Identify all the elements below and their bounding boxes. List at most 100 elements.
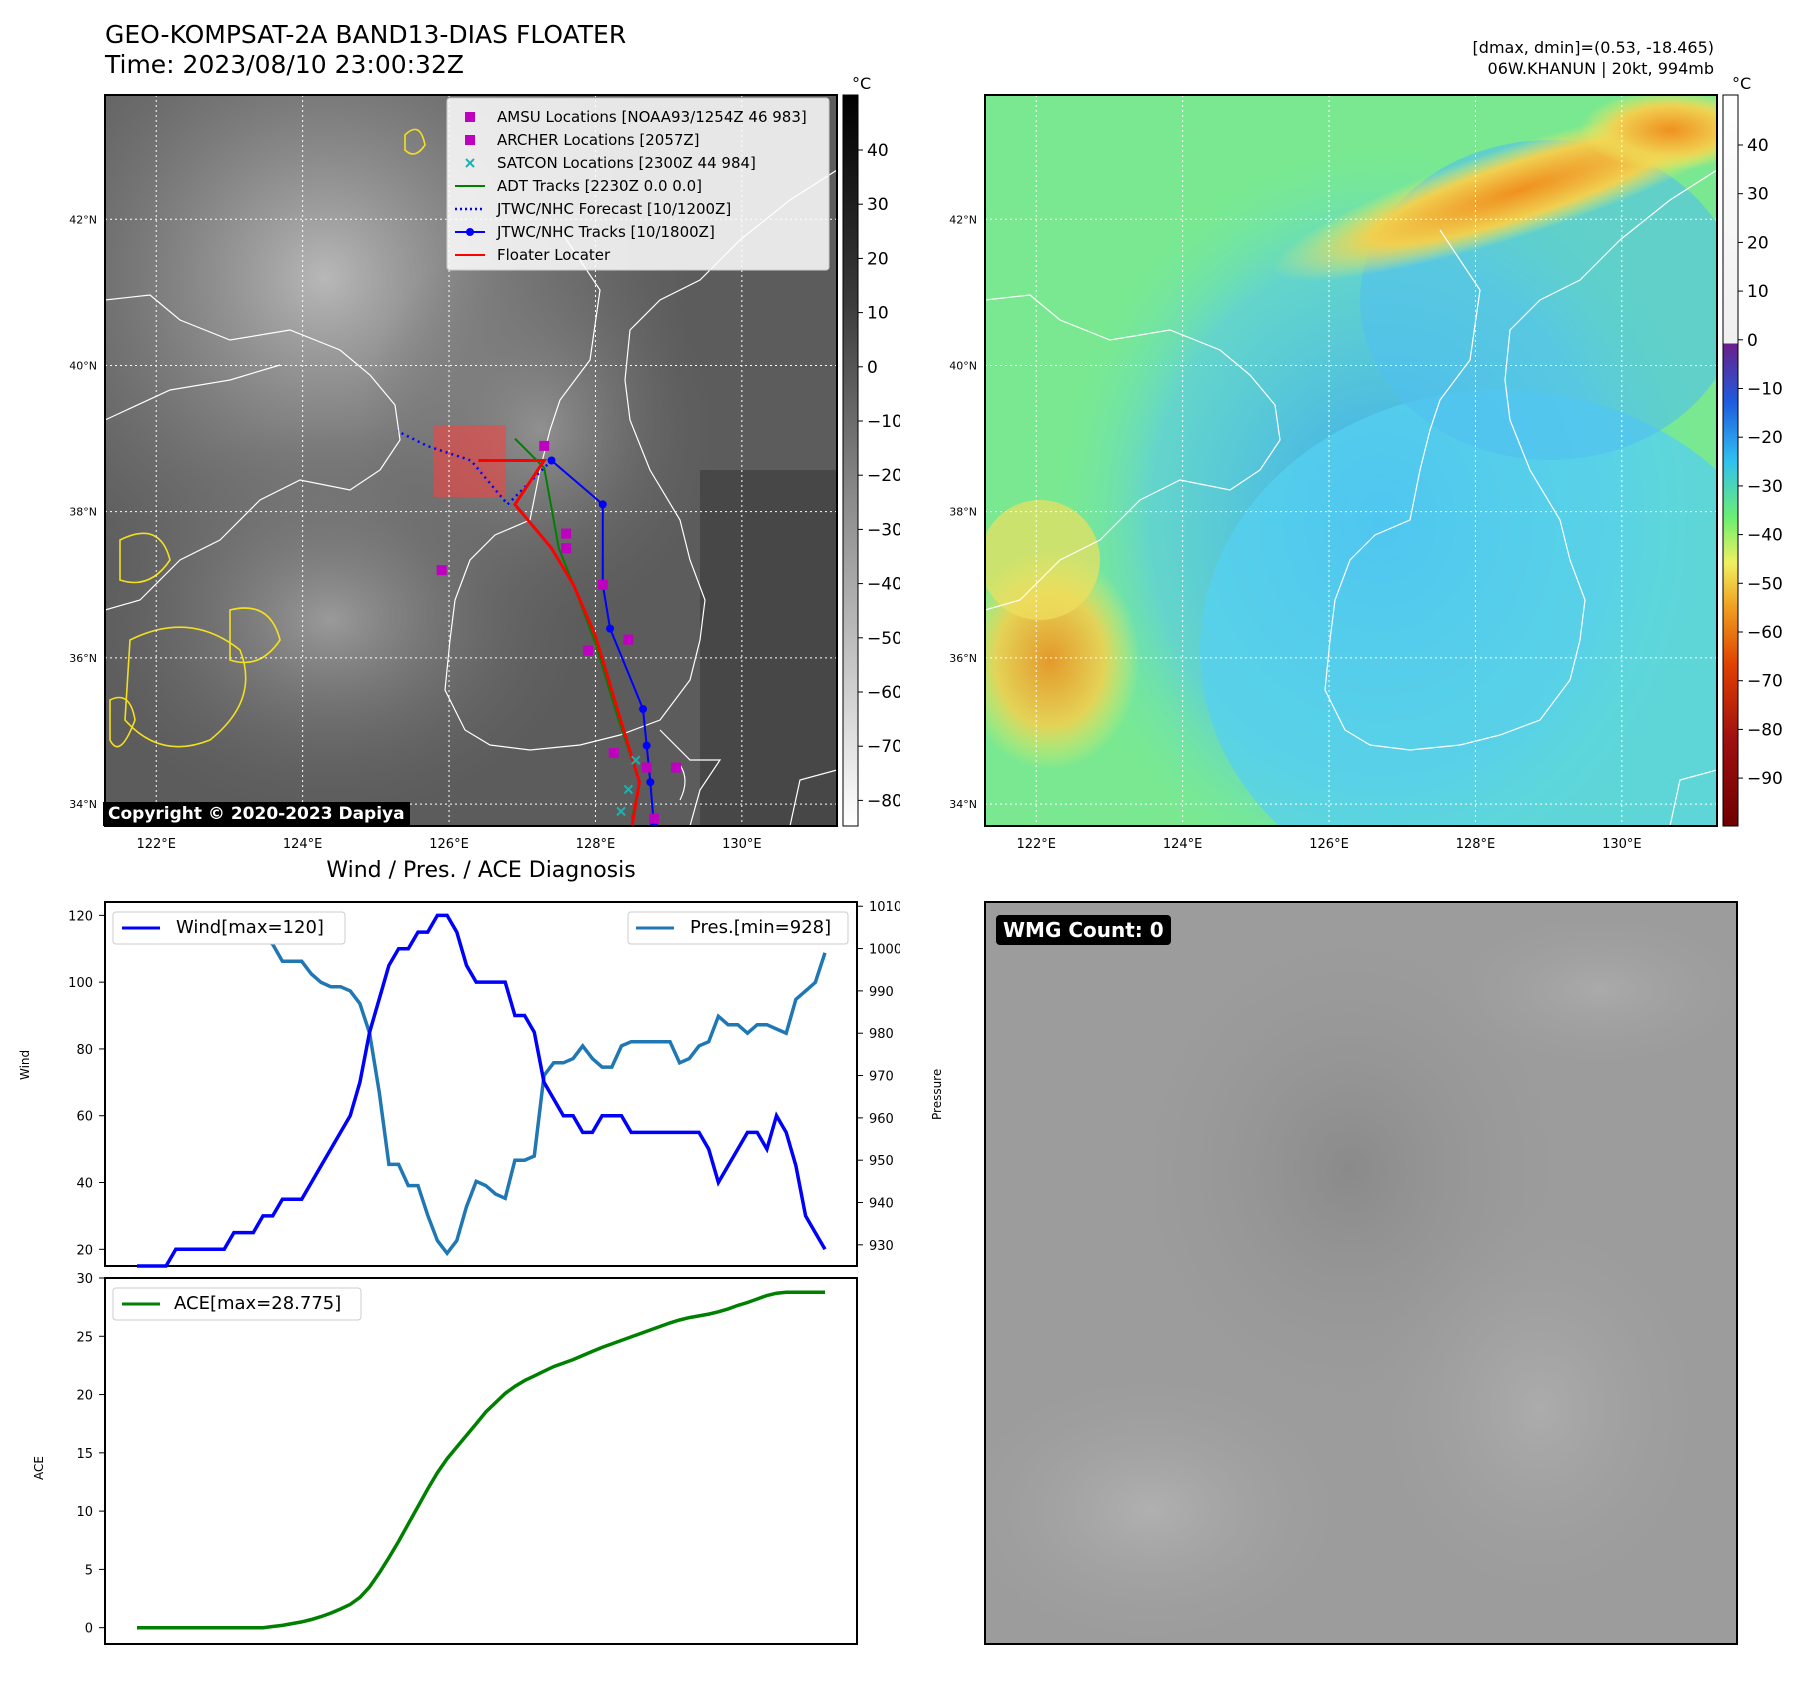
- amsu-location-marker: [436, 565, 447, 576]
- jtwc-track-point: [606, 624, 615, 633]
- wind-tick-label: 60: [76, 1110, 93, 1125]
- ir-map-axis-labels: 122°E 124°E 126°E 128°E 130°E 34°N 36°N 38°N 40°…: [69, 213, 761, 852]
- colorbar-tick-label: −10: [1747, 380, 1783, 400]
- wmg-count-badge: WMG Count: 0: [996, 915, 1171, 945]
- legend-swatch-square: [465, 112, 475, 122]
- satcon-location-marker: [630, 755, 641, 765]
- pres-tick-label: 1010: [869, 900, 900, 915]
- enh-gridlines: [985, 95, 1717, 826]
- ace-plot: 0 5 10 15 20 25 30: [76, 1272, 825, 1637]
- wmg-light-region-ne: [1440, 910, 1737, 1070]
- jtwc-track-line: [550, 459, 655, 826]
- lon-tick-label: 124°E: [1163, 837, 1203, 852]
- colorbar-tick-label: 20: [1747, 233, 1769, 253]
- pres-tick-label: 970: [869, 1070, 894, 1085]
- enh-colorbar-unit: °C: [1732, 74, 1752, 93]
- enh-colorbar-ticks: 40 30 20 10 0 −10 −20 −30 −40 −50 −60 −70 −80 −90: [1738, 136, 1783, 789]
- ace-tick-label: 5: [85, 1563, 93, 1578]
- colorbar-tick-label: −80: [867, 791, 900, 811]
- wind-tick-label: 20: [76, 1243, 93, 1258]
- colorbar-tick-label: −70: [1747, 672, 1783, 692]
- wind-tick-label: 100: [68, 976, 93, 991]
- map-legend: [446, 97, 830, 271]
- colorbar-tick-label: 40: [1747, 136, 1769, 156]
- legend-entry-label: Floater Locater: [497, 246, 611, 264]
- enh-korea-coastline: [1324, 169, 1717, 751]
- tsushima-coastline: [679, 764, 686, 801]
- ace-axis-label: ACE: [32, 1456, 46, 1480]
- liaodong-coastline: [105, 364, 281, 421]
- diagnosis-title: Wind / Pres. / ACE Diagnosis: [326, 858, 636, 883]
- lon-tick-label: 130°E: [722, 837, 762, 852]
- legend-swatch-square: [465, 135, 475, 145]
- ir-colorbar: [842, 94, 859, 827]
- wind-tick-label: 120: [68, 909, 93, 924]
- colorbar-tick-label: −40: [1747, 526, 1783, 546]
- enh-map-frame: [984, 94, 1718, 827]
- amsu-location-marker: [623, 634, 634, 645]
- colorbar-tick-label: −30: [1747, 477, 1783, 497]
- lat-tick-label: 42°N: [69, 213, 97, 226]
- wind-pres-axes: [104, 901, 858, 1267]
- convection-contours: [109, 128, 426, 748]
- ace-tick-label: 25: [76, 1330, 93, 1345]
- colorbar-tick-label: −60: [1747, 623, 1783, 643]
- jtwc-track-point: [598, 500, 607, 509]
- lat-tick-label: 36°N: [69, 652, 97, 665]
- enhanced-map-panel: 122°E 124°E 126°E 128°E 130°E 34°N 36°N 38°N 40°…: [949, 94, 1783, 852]
- enh-colorbar: [1722, 94, 1739, 827]
- lon-tick-label: 126°E: [1309, 837, 1349, 852]
- amsu-location-marker: [608, 747, 619, 758]
- colorbar-tick-label: −40: [867, 575, 900, 595]
- colorbar-tick-label: −50: [867, 629, 900, 649]
- ace-legend: [112, 1287, 362, 1321]
- pres-tick-label: 930: [869, 1239, 894, 1254]
- amsu-location-marker: [539, 440, 550, 451]
- amsu-location-marker: [561, 528, 572, 539]
- figure-time: Time: 2023/08/10 23:00:32Z: [105, 50, 464, 79]
- lon-tick-label: 122°E: [136, 837, 176, 852]
- lat-tick-label: 34°N: [69, 798, 97, 811]
- lon-tick-label: 124°E: [283, 837, 323, 852]
- lat-tick-label: 36°N: [949, 652, 977, 665]
- ace-axes: [104, 1277, 858, 1645]
- wmg-light-region-sw: [985, 1370, 1350, 1644]
- lat-tick-label: 42°N: [949, 213, 977, 226]
- lon-tick-label: 128°E: [576, 837, 616, 852]
- wind-tick-label: 80: [76, 1043, 93, 1058]
- colorbar-tick-label: 30: [867, 195, 889, 215]
- ace-tick-label: 15: [76, 1447, 93, 1462]
- wind-tick-label: 40: [76, 1177, 93, 1192]
- wmg-panel: [984, 901, 1738, 1645]
- storm-info: 06W.KHANUN | 20kt, 994mb: [1487, 59, 1714, 78]
- map-legend-entries: AMSU Locations [NOAA93/1254Z 46 983] ARCH…: [455, 108, 807, 264]
- pres-legend-label: Pres.[min=928]: [690, 917, 832, 938]
- lat-tick-label: 40°N: [949, 359, 977, 372]
- pres-tick-label: 950: [869, 1154, 894, 1169]
- ir-dark-sea: [700, 470, 837, 826]
- ace-tick-label: 10: [76, 1505, 93, 1520]
- enh-japan-coastline: [1669, 769, 1717, 826]
- legend-entry-label: ADT Tracks [2230Z 0.0 0.0]: [497, 177, 702, 195]
- pres-tick-label: 960: [869, 1112, 894, 1127]
- amsu-location-marker: [670, 762, 681, 773]
- ace-tick-label: 20: [76, 1389, 93, 1404]
- colorbar-tick-label: 10: [867, 304, 889, 324]
- amsu-location-marker: [649, 813, 659, 824]
- amsu-location-marker: [561, 543, 572, 554]
- colorbar-tick-label: −10: [867, 412, 900, 432]
- pres-legend: [627, 911, 849, 945]
- colorbar-tick-label: 40: [867, 141, 889, 161]
- legend-entry-label: JTWC/NHC Tracks [10/1800Z]: [496, 223, 715, 241]
- amsu-location-marker: [597, 579, 608, 590]
- enh-warm-blob-ne: [1580, 95, 1717, 170]
- pres-tick-label: 940: [869, 1197, 894, 1212]
- colorbar-tick-label: −50: [1747, 574, 1783, 594]
- colorbar-tick-label: −30: [867, 520, 900, 540]
- ace-tick-label: 0: [85, 1622, 93, 1637]
- legend-entry-label: JTWC/NHC Forecast [10/1200Z]: [496, 200, 731, 218]
- wind-axis-label: Wind: [18, 1049, 32, 1080]
- colorbar-tick-label: 0: [1747, 331, 1758, 351]
- china-coastline: [105, 294, 401, 611]
- colorbar-tick-label: 20: [867, 249, 889, 269]
